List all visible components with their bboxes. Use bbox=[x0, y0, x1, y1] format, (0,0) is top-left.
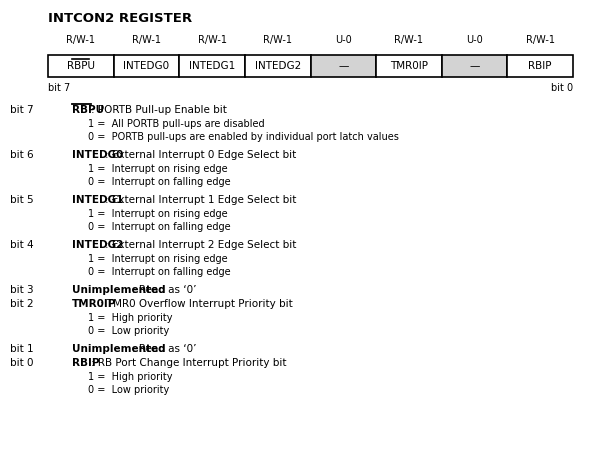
Text: U-0: U-0 bbox=[335, 35, 352, 45]
Bar bbox=[507, 55, 573, 77]
Text: : Read as ‘0’: : Read as ‘0’ bbox=[132, 285, 197, 295]
Bar bbox=[245, 55, 310, 77]
Text: : External Interrupt 1 Edge Select bit: : External Interrupt 1 Edge Select bit bbox=[104, 195, 296, 205]
Text: TMR0IP: TMR0IP bbox=[390, 61, 428, 71]
Text: INTEDG2: INTEDG2 bbox=[72, 240, 123, 250]
Bar bbox=[310, 55, 376, 77]
Text: RBPU: RBPU bbox=[72, 105, 104, 115]
Text: 1 =  Interrupt on rising edge: 1 = Interrupt on rising edge bbox=[88, 164, 228, 174]
Text: 0 =  Low priority: 0 = Low priority bbox=[88, 326, 169, 336]
Text: —: — bbox=[338, 61, 349, 71]
Text: 1 =  Interrupt on rising edge: 1 = Interrupt on rising edge bbox=[88, 209, 228, 219]
Text: R/W-1: R/W-1 bbox=[198, 35, 226, 45]
Text: : PORTB Pull-up Enable bit: : PORTB Pull-up Enable bit bbox=[91, 105, 226, 115]
Text: 1 =  High priority: 1 = High priority bbox=[88, 313, 173, 323]
Text: R/W-1: R/W-1 bbox=[132, 35, 161, 45]
Text: 1 =  High priority: 1 = High priority bbox=[88, 372, 173, 382]
Text: 1 =  Interrupt on rising edge: 1 = Interrupt on rising edge bbox=[88, 254, 228, 264]
Text: bit 3: bit 3 bbox=[10, 285, 34, 295]
Text: bit 4: bit 4 bbox=[10, 240, 34, 250]
Text: INTCON2 REGISTER: INTCON2 REGISTER bbox=[48, 12, 192, 25]
Text: bit 2: bit 2 bbox=[10, 299, 34, 309]
Bar bbox=[376, 55, 442, 77]
Text: INTEDG1: INTEDG1 bbox=[72, 195, 123, 205]
Text: INTEDG0: INTEDG0 bbox=[72, 150, 123, 160]
Text: INTEDG0: INTEDG0 bbox=[123, 61, 170, 71]
Text: Unimplemented: Unimplemented bbox=[72, 285, 165, 295]
Text: U-0: U-0 bbox=[466, 35, 483, 45]
Text: 1 =  All PORTB pull-ups are disabled: 1 = All PORTB pull-ups are disabled bbox=[88, 119, 265, 129]
Text: bit 5: bit 5 bbox=[10, 195, 34, 205]
Bar bbox=[179, 55, 245, 77]
Text: bit 7: bit 7 bbox=[10, 105, 34, 115]
Text: Unimplemented: Unimplemented bbox=[72, 344, 165, 354]
Text: R/W-1: R/W-1 bbox=[66, 35, 95, 45]
Text: R/W-1: R/W-1 bbox=[525, 35, 554, 45]
Text: : Read as ‘0’: : Read as ‘0’ bbox=[132, 344, 197, 354]
Bar bbox=[442, 55, 507, 77]
Text: —: — bbox=[469, 61, 480, 71]
Text: INTEDG1: INTEDG1 bbox=[189, 61, 235, 71]
Text: RBPU: RBPU bbox=[67, 61, 95, 71]
Text: bit 6: bit 6 bbox=[10, 150, 34, 160]
Text: : External Interrupt 0 Edge Select bit: : External Interrupt 0 Edge Select bit bbox=[104, 150, 296, 160]
Text: 0 =  Interrupt on falling edge: 0 = Interrupt on falling edge bbox=[88, 177, 231, 187]
Text: : External Interrupt 2 Edge Select bit: : External Interrupt 2 Edge Select bit bbox=[104, 240, 296, 250]
Text: RBIP: RBIP bbox=[528, 61, 552, 71]
Text: 0 =  Interrupt on falling edge: 0 = Interrupt on falling edge bbox=[88, 267, 231, 277]
Text: R/W-1: R/W-1 bbox=[394, 35, 423, 45]
Text: 0 =  Low priority: 0 = Low priority bbox=[88, 385, 169, 395]
Text: bit 0: bit 0 bbox=[551, 83, 573, 93]
Text: 0 =  PORTB pull-ups are enabled by individual port latch values: 0 = PORTB pull-ups are enabled by indivi… bbox=[88, 132, 399, 142]
Text: bit 1: bit 1 bbox=[10, 344, 34, 354]
Text: bit 0: bit 0 bbox=[10, 358, 33, 368]
Text: TMR0IP: TMR0IP bbox=[72, 299, 117, 309]
Bar bbox=[114, 55, 179, 77]
Text: RBIP: RBIP bbox=[72, 358, 100, 368]
Text: R/W-1: R/W-1 bbox=[263, 35, 292, 45]
Text: : TMR0 Overflow Interrupt Priority bit: : TMR0 Overflow Interrupt Priority bit bbox=[100, 299, 293, 309]
Text: bit 7: bit 7 bbox=[48, 83, 70, 93]
Text: 0 =  Interrupt on falling edge: 0 = Interrupt on falling edge bbox=[88, 222, 231, 232]
Text: INTEDG2: INTEDG2 bbox=[254, 61, 301, 71]
Text: : RB Port Change Interrupt Priority bit: : RB Port Change Interrupt Priority bit bbox=[91, 358, 286, 368]
Bar bbox=[48, 55, 114, 77]
